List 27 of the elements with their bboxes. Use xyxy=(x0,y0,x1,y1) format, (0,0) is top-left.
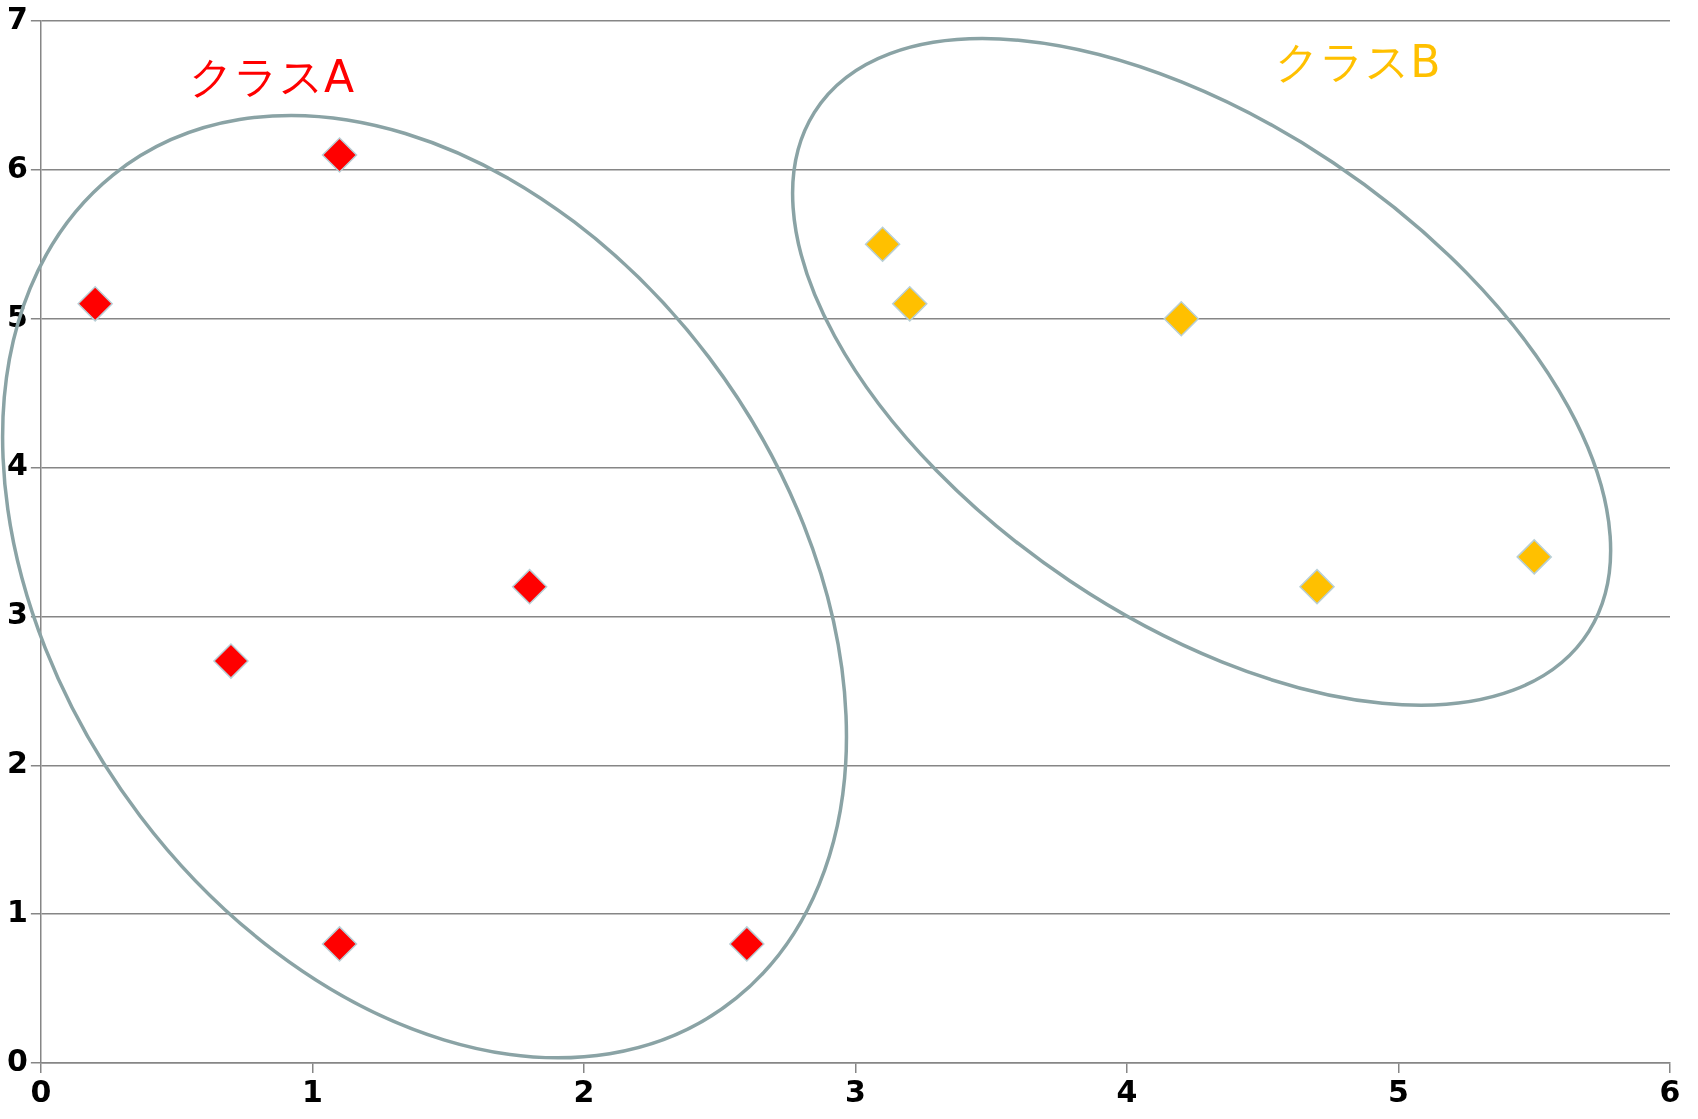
x-tick-label: 0 xyxy=(30,1073,52,1109)
x-tick-label: 1 xyxy=(301,1073,323,1109)
point xyxy=(729,926,765,962)
point xyxy=(321,137,358,173)
x-tick-label: 3 xyxy=(845,1073,866,1109)
x-tick-label: 4 xyxy=(1116,1073,1138,1109)
y-tick-label: 6 xyxy=(7,149,28,185)
y-tick-label: 4 xyxy=(7,447,28,483)
text: クラスB xyxy=(1275,36,1441,88)
point xyxy=(891,286,928,322)
y-tick-label: 7 xyxy=(7,0,28,36)
point xyxy=(511,568,548,605)
x-tick-label: 2 xyxy=(573,1073,595,1109)
y-tick-label: 1 xyxy=(7,893,28,929)
point xyxy=(864,226,901,263)
point xyxy=(1299,568,1335,605)
point xyxy=(321,926,358,962)
point xyxy=(213,643,249,679)
point xyxy=(1516,539,1552,575)
x-tick-label: 5 xyxy=(1388,1073,1409,1109)
x-tick-label: 6 xyxy=(1659,1073,1681,1109)
y-tick-label: 0 xyxy=(7,1042,28,1078)
y-tick-label: 3 xyxy=(7,596,28,632)
y-tick-label: 2 xyxy=(7,745,28,781)
series-label: クラスA xyxy=(189,50,355,102)
point xyxy=(1163,300,1200,337)
point xyxy=(77,286,113,322)
